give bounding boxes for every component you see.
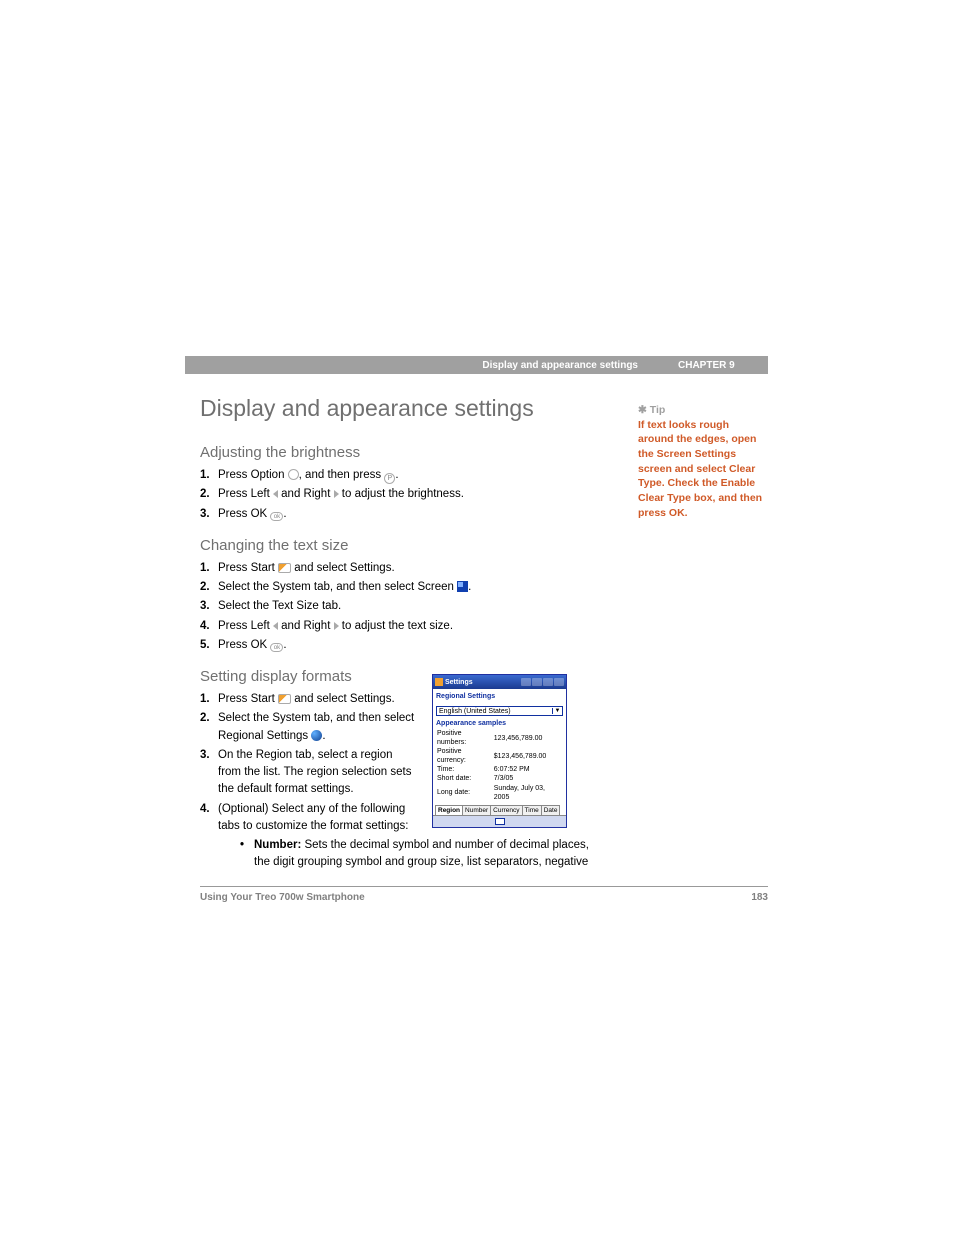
table-row: Time:6:07:52 PM: [436, 765, 563, 774]
chevron-down-icon: ▼: [552, 708, 562, 714]
close-icon: [554, 678, 564, 686]
screenshot-titlebar: Settings: [433, 675, 566, 689]
start-key-icon: [278, 563, 291, 573]
list-item: 2.Select the System tab, and then select…: [200, 579, 600, 596]
list-item: Number: Sets the decimal symbol and numb…: [240, 837, 598, 872]
page-footer: Using Your Treo 700w Smartphone 183: [200, 886, 768, 903]
list-item: 4.Press Left and Right to adjust the tex…: [200, 618, 600, 635]
tab-region[interactable]: Region: [435, 805, 463, 815]
list-item: 5.Press OK ok.: [200, 637, 600, 654]
section-heading-brightness: Adjusting the brightness: [200, 444, 600, 461]
regional-settings-icon: [311, 730, 322, 741]
tip-body: If text looks rough around the edges, op…: [638, 418, 766, 521]
page-header-bar: Display and appearance settings CHAPTER …: [185, 356, 768, 374]
option-key-icon: [288, 469, 299, 480]
windows-flag-icon: [435, 678, 443, 686]
dropdown-value: English (United States): [437, 708, 552, 715]
list-item: 1.Press Start and select Settings.: [200, 691, 415, 708]
screenshot-subtitle: Regional Settings: [433, 689, 566, 704]
page-title: Display and appearance settings: [200, 395, 600, 422]
tip-label: Tip: [638, 403, 766, 418]
table-row: Long date:Sunday, July 03, 2005: [436, 784, 563, 802]
screen-app-icon: [457, 581, 468, 592]
list-item: 3.Press OK ok.: [200, 506, 600, 523]
samples-heading: Appearance samples: [433, 718, 566, 729]
tab-time[interactable]: Time: [522, 805, 542, 815]
screenshot-bottombar: [433, 815, 566, 827]
section-heading-textsize: Changing the text size: [200, 537, 600, 554]
tab-currency[interactable]: Currency: [490, 805, 522, 815]
header-breadcrumb: Display and appearance settings: [185, 360, 678, 371]
list-item: 1.Press Option , and then press P.: [200, 467, 600, 484]
table-row: Positive currency:$123,456,789.00: [436, 747, 563, 765]
list-item: 3.On the Region tab, select a region fro…: [200, 747, 415, 799]
status-icon: [521, 678, 531, 686]
table-row: Short date:7/3/05: [436, 774, 563, 783]
signal-icon: [532, 678, 542, 686]
screenshot-title: Settings: [445, 679, 473, 686]
brightness-steps: 1.Press Option , and then press P. 2.Pre…: [200, 467, 600, 523]
sub-bullets: Number: Sets the decimal symbol and numb…: [218, 837, 598, 872]
ok-key-icon: ok: [270, 643, 283, 652]
start-key-icon: [278, 694, 291, 704]
samples-table: Positive numbers:123,456,789.00 Positive…: [436, 729, 563, 802]
region-dropdown[interactable]: English (United States) ▼: [436, 706, 563, 716]
list-item: 2.Select the System tab, and then select…: [200, 710, 415, 745]
ok-key-icon: ok: [270, 512, 283, 521]
tab-number[interactable]: Number: [462, 805, 491, 815]
table-row: Positive numbers:123,456,789.00: [436, 729, 563, 747]
header-chapter: CHAPTER 9: [678, 360, 768, 371]
list-item: 3.Select the Text Size tab.: [200, 598, 600, 615]
screenshot-tabs: Region Number Currency Time Date: [433, 805, 566, 815]
tip-panel: Tip If text looks rough around the edges…: [638, 403, 766, 521]
p-key-icon: P: [384, 473, 395, 484]
footer-page-number: 183: [751, 892, 768, 903]
list-item: 4.(Optional) Select any of the following…: [200, 801, 415, 872]
tab-date[interactable]: Date: [541, 805, 561, 815]
textsize-steps: 1.Press Start and select Settings. 2.Sel…: [200, 560, 600, 654]
list-item: 2.Press Left and Right to adjust the bri…: [200, 486, 600, 503]
footer-left: Using Your Treo 700w Smartphone: [200, 892, 365, 903]
regional-settings-screenshot: Settings Regional Settings English (Unit…: [432, 674, 567, 828]
keyboard-icon[interactable]: [495, 818, 505, 825]
speaker-icon: [543, 678, 553, 686]
list-item: 1.Press Start and select Settings.: [200, 560, 600, 577]
